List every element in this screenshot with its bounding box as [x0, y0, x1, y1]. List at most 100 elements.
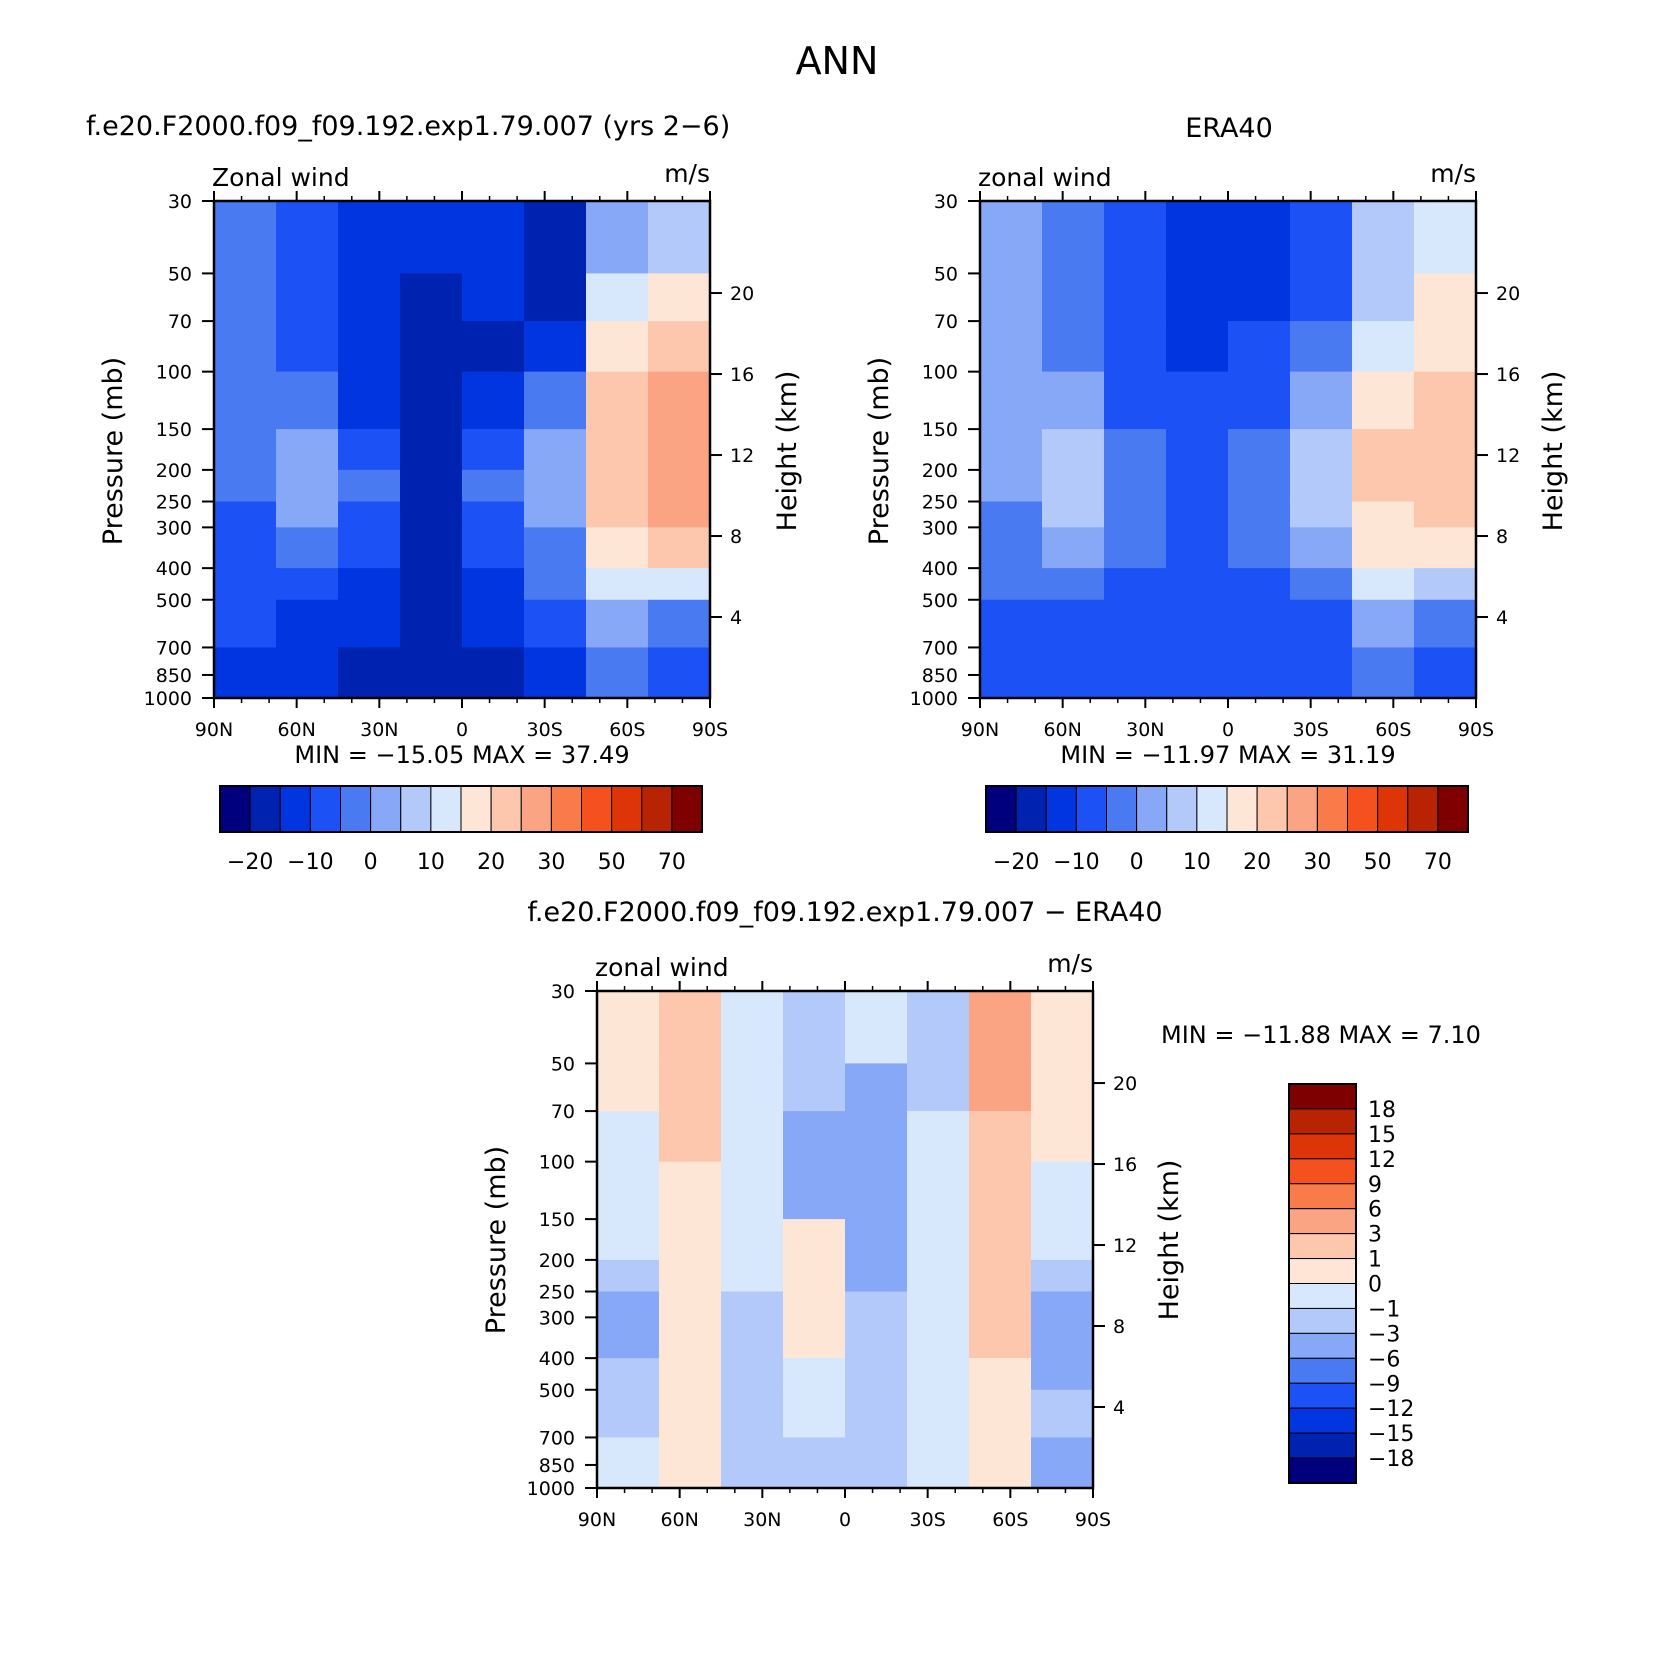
panel1-field-cell — [648, 568, 711, 601]
y-right-tick-label: 8 — [1113, 1316, 1125, 1338]
colorbar-swatch — [340, 785, 372, 833]
x-tick-label: 90N — [578, 1509, 616, 1531]
panel3-field-cell — [1031, 1259, 1094, 1293]
colorbar-label: −6 — [1368, 1347, 1400, 1372]
y-tick-label: 100 — [156, 362, 192, 384]
colorbar-label: 30 — [537, 850, 565, 875]
panel3-field-cell — [907, 1111, 970, 1163]
panel1-field-cell — [338, 469, 401, 503]
panel2-field-cell — [980, 501, 1043, 528]
x-tick-label: 30N — [360, 719, 398, 741]
panel3-field-cell — [845, 1291, 908, 1318]
y-tick-label: 70 — [551, 1101, 575, 1123]
panel2-field-cell — [1290, 273, 1353, 322]
panel2-field-cell — [1166, 568, 1229, 601]
panel1-field-cell — [214, 527, 277, 569]
panel1-field-cell — [648, 527, 711, 569]
panel1-field-cell — [462, 568, 525, 601]
colorbar-swatch — [1288, 1457, 1357, 1484]
panel3-field-cell — [969, 1063, 1032, 1112]
y-right-tick-label: 12 — [1496, 445, 1520, 467]
panel2-field-cell — [1228, 321, 1291, 373]
colorbar-label: −20 — [227, 850, 273, 875]
panel3-field-cell — [845, 1161, 908, 1220]
x-tick-label: 30S — [527, 719, 563, 741]
panel1-field-cell — [586, 501, 649, 528]
panel2-field-cell — [1352, 371, 1415, 430]
panel3-ylabel: Pressure (mb) — [481, 1146, 512, 1334]
panel3-field-cell — [783, 1317, 846, 1359]
colorbar-swatch — [1106, 785, 1138, 833]
colorbar-swatch — [1166, 785, 1198, 833]
y-right-tick-label: 8 — [1496, 526, 1508, 548]
y-tick-label: 1000 — [910, 688, 958, 710]
panel3-field-cell — [907, 1219, 970, 1261]
x-tick-label: 0 — [456, 719, 468, 741]
y-right-tick-label: 8 — [730, 526, 742, 548]
x-tick-label: 60N — [277, 719, 315, 741]
panel2-field-cell — [980, 201, 1043, 274]
y-tick-label: 700 — [539, 1427, 575, 1449]
colorbar-swatch — [279, 785, 311, 833]
panel1-field-cell — [400, 501, 463, 528]
panel2-field-cell — [1352, 201, 1415, 274]
panel3-field-cell — [659, 1437, 722, 1489]
panel1-field-cell — [524, 429, 587, 471]
colorbar-label: −18 — [1368, 1447, 1414, 1472]
colorbar-label: 20 — [477, 850, 505, 875]
panel3-field-cell — [783, 1063, 846, 1112]
panel3-field-cell — [969, 1219, 1032, 1261]
panel2-title: ERA40 — [1185, 113, 1273, 144]
y-tick-label: 700 — [922, 637, 958, 659]
panel1-field-cell — [338, 527, 401, 569]
panel1-field-cell — [214, 273, 277, 322]
panel3-field-cell — [845, 1219, 908, 1261]
panel1-stats: MIN = −15.05 MAX = 37.49 — [294, 741, 629, 769]
panel3-field-cell — [783, 1358, 846, 1391]
y-tick-label: 30 — [934, 191, 958, 213]
panel3-field-cell — [721, 1063, 784, 1112]
panel1-field-cell — [648, 321, 711, 373]
panel1-field-cell — [586, 201, 649, 274]
panel2-stats: MIN = −11.97 MAX = 31.19 — [1060, 741, 1395, 769]
panel2-field-cell — [1166, 527, 1229, 569]
panel1-field-cell — [214, 469, 277, 503]
panel1-field-cell — [214, 501, 277, 528]
colorbar-swatch — [1288, 1382, 1357, 1409]
panel1-field-cell — [648, 429, 711, 471]
colorbar-label: 20 — [1243, 850, 1271, 875]
panel1-field-cell — [338, 599, 401, 649]
panel3-field-cell — [721, 1437, 784, 1489]
panel1-field-cell — [338, 273, 401, 322]
panel1-field-cell — [586, 321, 649, 373]
x-tick-label: 90S — [1075, 1509, 1111, 1531]
panel3-units-label: m/s — [1047, 949, 1093, 978]
colorbar-swatch — [1437, 785, 1469, 833]
panel2-field-cell — [1352, 273, 1415, 322]
panel2-field-cell — [980, 568, 1043, 601]
panel1-field-cell — [338, 321, 401, 373]
y-tick-label: 200 — [922, 460, 958, 482]
panel1-field-cell — [276, 599, 339, 649]
panel2-field-cell — [1352, 568, 1415, 601]
x-tick-label: 90N — [961, 719, 999, 741]
panel3-field-cell — [597, 1219, 660, 1261]
x-tick-label: 60N — [660, 1509, 698, 1531]
panel3-field-cell — [1031, 1161, 1094, 1220]
panel3-field-cell — [783, 1111, 846, 1163]
panel3-field-cell — [907, 1291, 970, 1318]
panel3-field-cell — [659, 1111, 722, 1163]
panel1-field-cell — [276, 527, 339, 569]
panel3-ylabel-right: Height (km) — [1154, 1160, 1185, 1321]
panel2-field-cell — [1352, 647, 1415, 699]
colorbar-swatch — [309, 785, 342, 833]
colorbar-label: −1 — [1368, 1297, 1400, 1322]
panel3-field-cell — [597, 1437, 660, 1489]
panel3-field-cell — [969, 1111, 1032, 1163]
panel2-field-cell — [1228, 599, 1291, 649]
x-tick-label: 0 — [839, 1509, 851, 1531]
colorbar-label: 3 — [1368, 1223, 1382, 1248]
panel1-field-cell — [214, 201, 277, 274]
panel2-field-cell — [1042, 647, 1105, 699]
panel3-field-cell — [845, 1437, 908, 1489]
